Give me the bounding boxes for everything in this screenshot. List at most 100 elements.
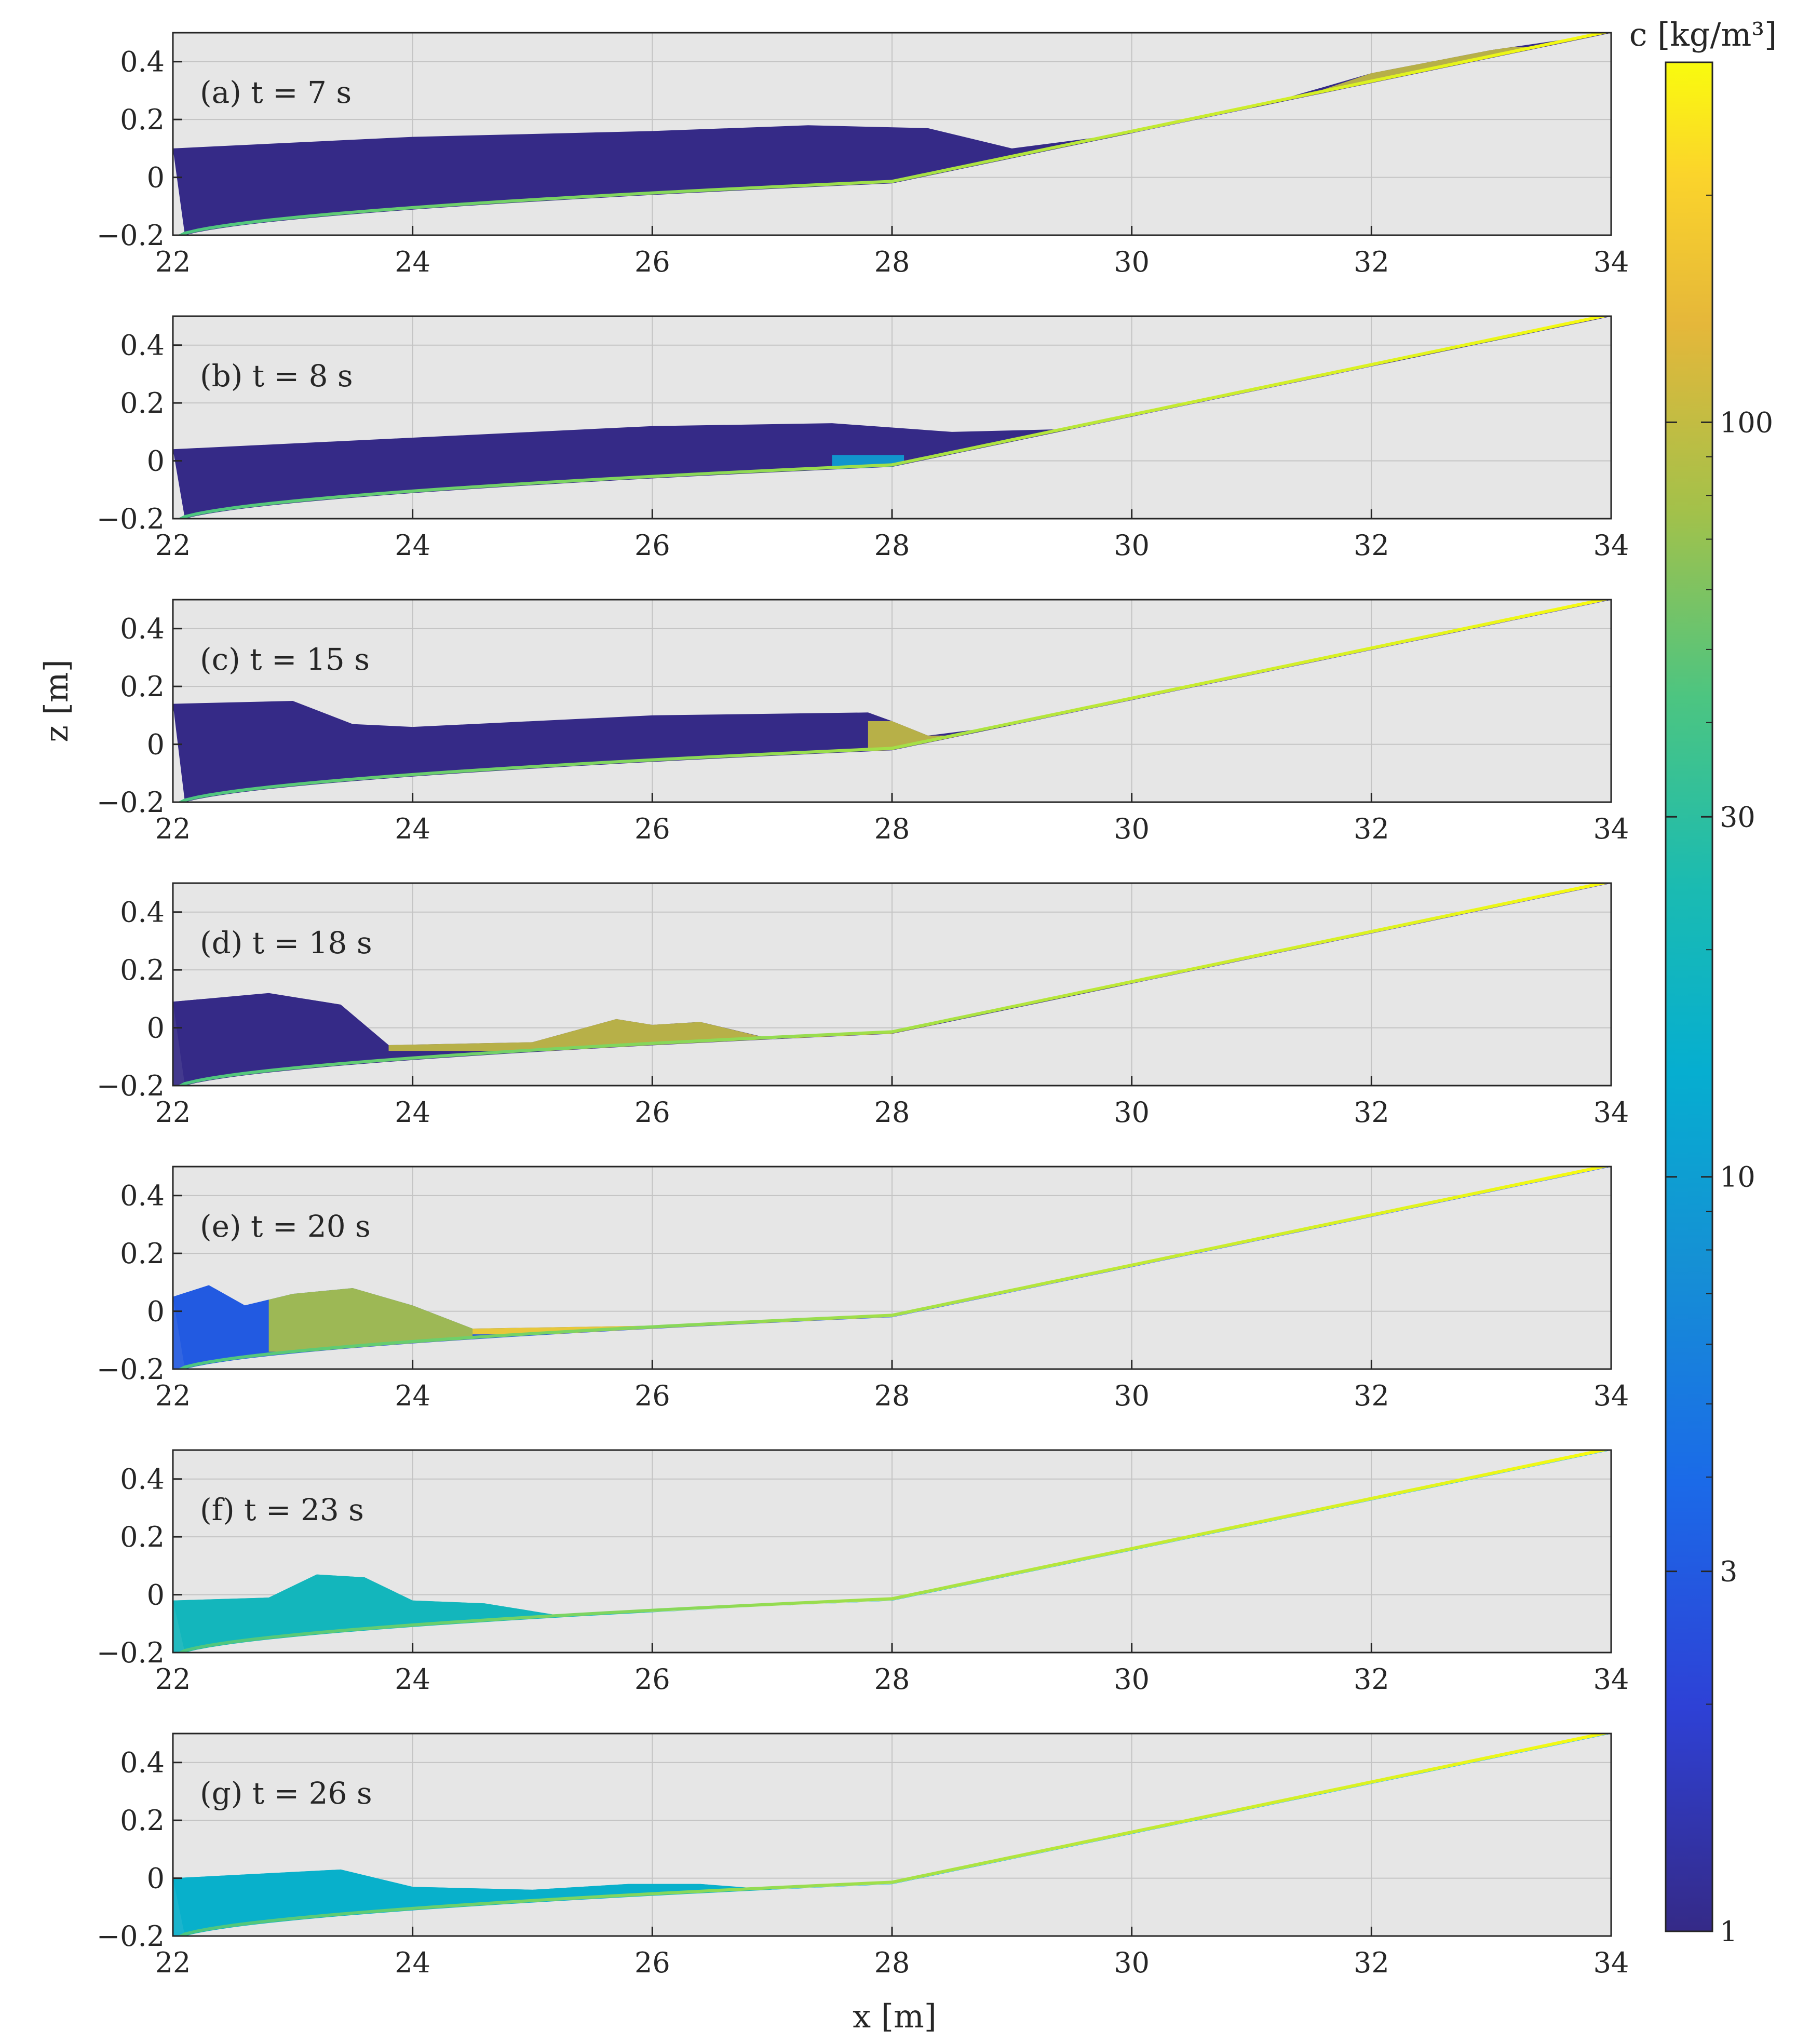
x-tick-label: 34 xyxy=(1593,529,1629,562)
x-tick-label: 24 xyxy=(395,1379,430,1412)
bed-layer xyxy=(177,1450,1611,1653)
colorbar-tick-label: 100 xyxy=(1720,406,1773,439)
x-tick-label: 26 xyxy=(634,1946,670,1979)
x-tick-label: 22 xyxy=(155,246,191,278)
x-tick-label: 32 xyxy=(1354,1663,1389,1696)
x-tick-label: 34 xyxy=(1593,1946,1629,1979)
y-tick-label: 0.4 xyxy=(120,46,165,78)
y-tick-label: 0 xyxy=(147,1295,165,1328)
x-tick-label: 28 xyxy=(874,246,910,278)
x-tick-label: 30 xyxy=(1114,246,1150,278)
x-tick-label: 28 xyxy=(874,1946,910,1979)
y-tick-label: 0.4 xyxy=(120,1747,165,1779)
fluid-body xyxy=(173,600,1611,802)
colorbar-tick-label: 10 xyxy=(1720,1161,1755,1194)
y-tick-label: 0 xyxy=(147,1012,165,1045)
x-tick-label: 32 xyxy=(1354,1379,1389,1412)
panel-e: 22 24 26 28 30 32 34 −0.2 0 0.2 0.4 (e) t = 20 s xyxy=(97,1166,1629,1412)
panel-a: 22 24 26 28 30 32 34 −0.2 0 0.2 0.4 (a) t = 7 s xyxy=(97,32,1629,278)
bed-layer xyxy=(177,883,1611,1086)
y-tick-label: −0.2 xyxy=(97,786,165,819)
x-tick-label: 32 xyxy=(1354,813,1389,845)
panel-f: 22 24 26 28 30 32 34 −0.2 0 0.2 0.4 (f) t = 23 s xyxy=(97,1449,1629,1696)
bed-layer xyxy=(177,316,1611,519)
x-tick-label: 28 xyxy=(874,1379,910,1412)
x-tick-label: 26 xyxy=(634,1096,670,1129)
x-tick-label: 26 xyxy=(634,1379,670,1412)
y-tick-label: 0 xyxy=(147,161,165,194)
x-tick-label: 26 xyxy=(634,1663,670,1696)
colorbar: c [kg/m³] 1 3 10 30 100 xyxy=(1629,16,1777,1948)
x-tick-label: 26 xyxy=(634,529,670,562)
fluid-body xyxy=(173,316,1611,519)
x-tick-label: 32 xyxy=(1354,246,1389,278)
panel-label: (g) t = 26 s xyxy=(200,1776,372,1811)
x-axis-label: x [m] xyxy=(853,1997,937,2035)
colorbar-ramp xyxy=(1665,61,1713,1932)
panel-b: 22 24 26 28 30 32 34 −0.2 0 0.2 0.4 (b) t = 8 s xyxy=(97,315,1629,562)
colorbar-title: c [kg/m³] xyxy=(1629,16,1777,53)
panel-c: 22 24 26 28 30 32 34 −0.2 0 0.2 0.4 (c) t = 15 s xyxy=(97,599,1629,845)
y-tick-label: 0.4 xyxy=(120,329,165,362)
x-tick-label: 22 xyxy=(155,1379,191,1412)
panel-label: (f) t = 23 s xyxy=(200,1492,364,1527)
x-tick-label: 28 xyxy=(874,529,910,562)
x-tick-label: 30 xyxy=(1114,529,1150,562)
y-tick-label: 0.2 xyxy=(120,954,165,986)
panel-label: (a) t = 7 s xyxy=(200,75,352,110)
colorbar-tick-label: 1 xyxy=(1720,1915,1737,1948)
x-tick-label: 28 xyxy=(874,1096,910,1129)
y-tick-label: 0 xyxy=(147,728,165,761)
y-tick-label: 0.2 xyxy=(120,1521,165,1553)
concentration-region xyxy=(173,1288,269,1369)
x-tick-label: 32 xyxy=(1354,529,1389,562)
x-tick-label: 32 xyxy=(1354,1096,1389,1129)
x-tick-label: 24 xyxy=(395,1096,430,1129)
y-tick-label: 0 xyxy=(147,1862,165,1895)
x-tick-label: 22 xyxy=(155,1946,191,1979)
panel-label: (b) t = 8 s xyxy=(200,358,353,394)
x-tick-label: 22 xyxy=(155,1096,191,1129)
x-tick-label: 30 xyxy=(1114,813,1150,845)
bed-layer xyxy=(177,33,1611,235)
x-tick-label: 22 xyxy=(155,529,191,562)
panel-label: (c) t = 15 s xyxy=(200,642,370,677)
x-tick-label: 28 xyxy=(874,1663,910,1696)
x-tick-label: 28 xyxy=(874,813,910,845)
concentration-region xyxy=(1192,37,1587,121)
y-tick-label: −0.2 xyxy=(97,1636,165,1669)
x-tick-label: 26 xyxy=(634,246,670,278)
bed-layer xyxy=(177,600,1611,802)
x-tick-label: 34 xyxy=(1593,1096,1629,1129)
colorbar-tick-label: 30 xyxy=(1720,801,1755,833)
x-tick-label: 24 xyxy=(395,813,430,845)
concentration-region xyxy=(173,1574,533,1653)
x-tick-label: 34 xyxy=(1593,1379,1629,1412)
x-tick-label: 22 xyxy=(155,1663,191,1696)
bed-layer xyxy=(177,1167,1611,1369)
fluid-body xyxy=(173,33,1611,235)
colorbar-tick-label: 3 xyxy=(1720,1555,1737,1588)
x-tick-label: 30 xyxy=(1114,1379,1150,1412)
x-tick-label: 24 xyxy=(395,1663,430,1696)
panel-d: 22 24 26 28 30 32 34 −0.2 0 0.2 0.4 (d) t = 18 s xyxy=(97,882,1629,1129)
y-tick-label: 0.2 xyxy=(120,103,165,136)
y-tick-label: −0.2 xyxy=(97,503,165,535)
y-tick-label: 0.2 xyxy=(120,1237,165,1270)
y-tick-label: 0.2 xyxy=(120,1804,165,1837)
y-tick-label: 0 xyxy=(147,445,165,478)
y-tick-label: 0.4 xyxy=(120,1463,165,1496)
y-tick-label: −0.2 xyxy=(97,1920,165,1953)
x-tick-label: 24 xyxy=(395,1946,430,1979)
x-tick-label: 30 xyxy=(1114,1946,1150,1979)
y-tick-label: 0.4 xyxy=(120,896,165,929)
panel-g: 22 24 26 28 30 32 34 −0.2 0 0.2 0.4 (g) t = 26 s xyxy=(97,1732,1629,1979)
y-axis-label: z [m] xyxy=(37,659,75,742)
concentration-region xyxy=(268,1288,473,1352)
y-tick-label: 0.2 xyxy=(120,387,165,419)
x-tick-label: 34 xyxy=(1593,813,1629,845)
y-tick-label: −0.2 xyxy=(97,219,165,252)
panel-label: (d) t = 18 s xyxy=(200,925,372,960)
